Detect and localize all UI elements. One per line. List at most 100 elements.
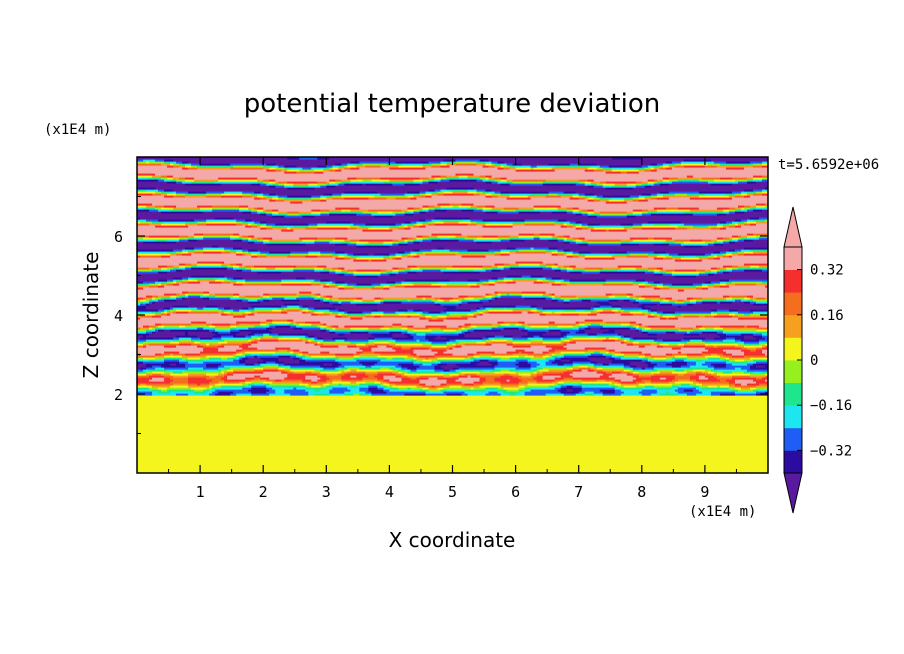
field-cell — [746, 193, 754, 196]
field-cell — [137, 199, 270, 202]
field-cell — [467, 283, 478, 286]
field-cell — [482, 381, 502, 384]
field-cell — [410, 269, 424, 272]
field-cell — [752, 333, 763, 336]
field-cell — [680, 351, 703, 354]
field-cell — [338, 183, 345, 186]
field-cell — [683, 289, 768, 292]
field-cell — [680, 161, 715, 164]
field-cell — [554, 281, 562, 284]
field-cell — [299, 305, 303, 308]
field-cell — [200, 383, 210, 386]
field-cell — [482, 369, 493, 372]
field-cell — [317, 373, 327, 376]
field-cell — [224, 365, 255, 368]
field-cell — [638, 375, 652, 378]
field-cell — [710, 159, 768, 162]
field-cell — [413, 351, 439, 354]
field-cell — [257, 225, 261, 228]
field-cell — [668, 191, 700, 194]
field-cell — [497, 181, 508, 184]
field-cell — [329, 301, 339, 304]
field-cell — [365, 223, 397, 226]
field-cell — [242, 195, 252, 198]
field-cell — [161, 389, 168, 392]
field-cell — [476, 315, 649, 318]
field-cell — [509, 253, 553, 256]
field-cell — [137, 453, 768, 456]
field-cell — [263, 381, 273, 384]
field-cell — [698, 377, 709, 380]
field-cell — [710, 267, 718, 270]
field-cell — [728, 385, 736, 388]
field-cell — [230, 263, 237, 266]
field-cell — [560, 337, 565, 340]
field-cell — [332, 387, 348, 390]
field-cell — [383, 313, 400, 316]
field-cell — [443, 271, 481, 274]
field-cell — [746, 233, 754, 236]
field-cell — [566, 219, 736, 222]
field-cell — [389, 167, 427, 170]
field-cell — [575, 191, 661, 194]
field-cell — [695, 373, 706, 376]
field-cell — [341, 241, 351, 244]
field-cell — [182, 167, 189, 170]
field-cell — [656, 267, 664, 270]
field-cell — [206, 295, 216, 298]
field-cell — [623, 199, 634, 202]
field-cell — [197, 223, 207, 226]
field-cell — [398, 251, 406, 254]
field-cell — [440, 383, 448, 386]
field-cell — [755, 365, 766, 368]
field-cell — [575, 341, 622, 344]
field-cell — [287, 319, 294, 322]
field-cell — [377, 371, 394, 374]
field-cell — [335, 179, 342, 182]
field-cell — [605, 355, 613, 358]
field-cell — [197, 205, 213, 208]
field-cell — [203, 307, 219, 310]
field-cell — [539, 313, 547, 316]
field-cell — [641, 193, 652, 196]
field-cell — [641, 211, 649, 214]
field-cell — [716, 267, 721, 270]
field-cell — [293, 387, 297, 390]
field-cell — [500, 239, 511, 242]
field-cell — [644, 279, 721, 282]
field-cell — [632, 283, 640, 286]
field-cell — [659, 313, 667, 316]
field-cell — [341, 379, 363, 382]
field-cell — [356, 381, 366, 384]
field-cell — [614, 331, 643, 334]
field-cell — [620, 381, 637, 384]
field-cell — [698, 207, 718, 210]
field-cell — [566, 237, 574, 240]
field-cell — [266, 211, 273, 214]
field-cell — [701, 353, 712, 356]
field-cell — [707, 283, 715, 286]
field-cell — [251, 381, 264, 384]
field-cell — [356, 303, 378, 306]
field-cell — [740, 367, 751, 370]
field-cell — [287, 349, 294, 352]
field-cell — [341, 315, 348, 318]
field-cell — [587, 185, 595, 188]
field-cell — [485, 205, 496, 208]
field-cell — [188, 361, 204, 364]
field-cell — [467, 207, 478, 210]
field-cell — [188, 279, 198, 282]
field-cell — [647, 315, 655, 318]
field-cell — [299, 303, 333, 306]
field-cell — [206, 391, 213, 394]
field-cell — [224, 279, 231, 282]
field-cell — [383, 311, 397, 314]
field-cell — [347, 337, 369, 340]
field-cell — [158, 283, 162, 286]
field-cell — [581, 209, 589, 212]
field-cell — [245, 359, 264, 362]
field-cell — [362, 311, 372, 314]
field-cell — [242, 249, 249, 252]
field-cell — [695, 287, 703, 290]
field-cell — [563, 353, 586, 356]
